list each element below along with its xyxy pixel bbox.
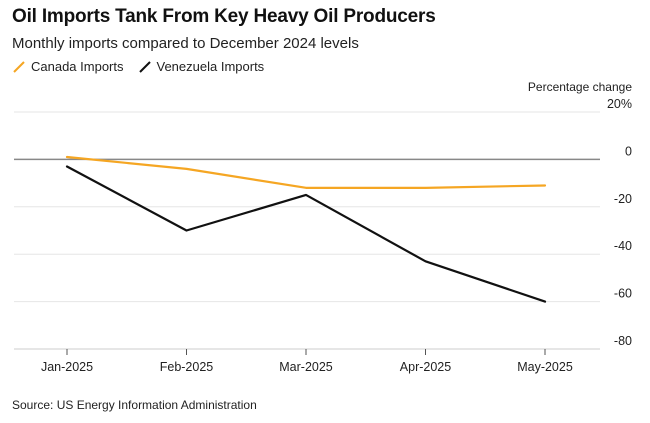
legend-item-venezuela: Venezuela Imports [138, 59, 265, 74]
legend-label-venezuela: Venezuela Imports [156, 59, 265, 74]
canada-imports-line [65, 155, 547, 189]
x-tick-label: Jan-2025 [41, 360, 93, 374]
series-layer [65, 155, 547, 303]
y-tick-label: -20 [614, 192, 632, 206]
grid-layer [14, 111, 600, 350]
y-tick-label: -60 [614, 287, 632, 301]
legend-swatch-venezuela [138, 60, 151, 73]
x-tick-label: May-2025 [517, 360, 573, 374]
y-tick-label: -80 [614, 334, 632, 348]
legend-label-canada: Canada Imports [31, 59, 124, 74]
x-axis: Jan-2025 Feb-2025 Mar-2025 Apr-2025 May-2025 [14, 348, 600, 374]
y-tick-label: 0 [625, 144, 632, 158]
legend-swatch-canada [13, 60, 25, 73]
y-tick-label: 20% [607, 97, 632, 111]
y-axis: 20% 0 -20 -40 -60 -80 [607, 97, 632, 348]
source-note: Source: US Energy Information Administra… [12, 398, 257, 412]
y-axis-label: Percentage change [528, 80, 632, 94]
x-tick-label: Apr-2025 [400, 360, 451, 374]
chart-subtitle: Monthly imports compared to December 202… [12, 35, 359, 52]
legend-item-canada: Canada Imports [12, 59, 124, 74]
y-tick-label: -40 [614, 239, 632, 253]
x-tick-label: Feb-2025 [160, 360, 214, 374]
x-tick-label: Mar-2025 [279, 360, 333, 374]
legend: Canada Imports Venezuela Imports [12, 59, 278, 74]
chart-title: Oil Imports Tank From Key Heavy Oil Prod… [12, 6, 436, 27]
